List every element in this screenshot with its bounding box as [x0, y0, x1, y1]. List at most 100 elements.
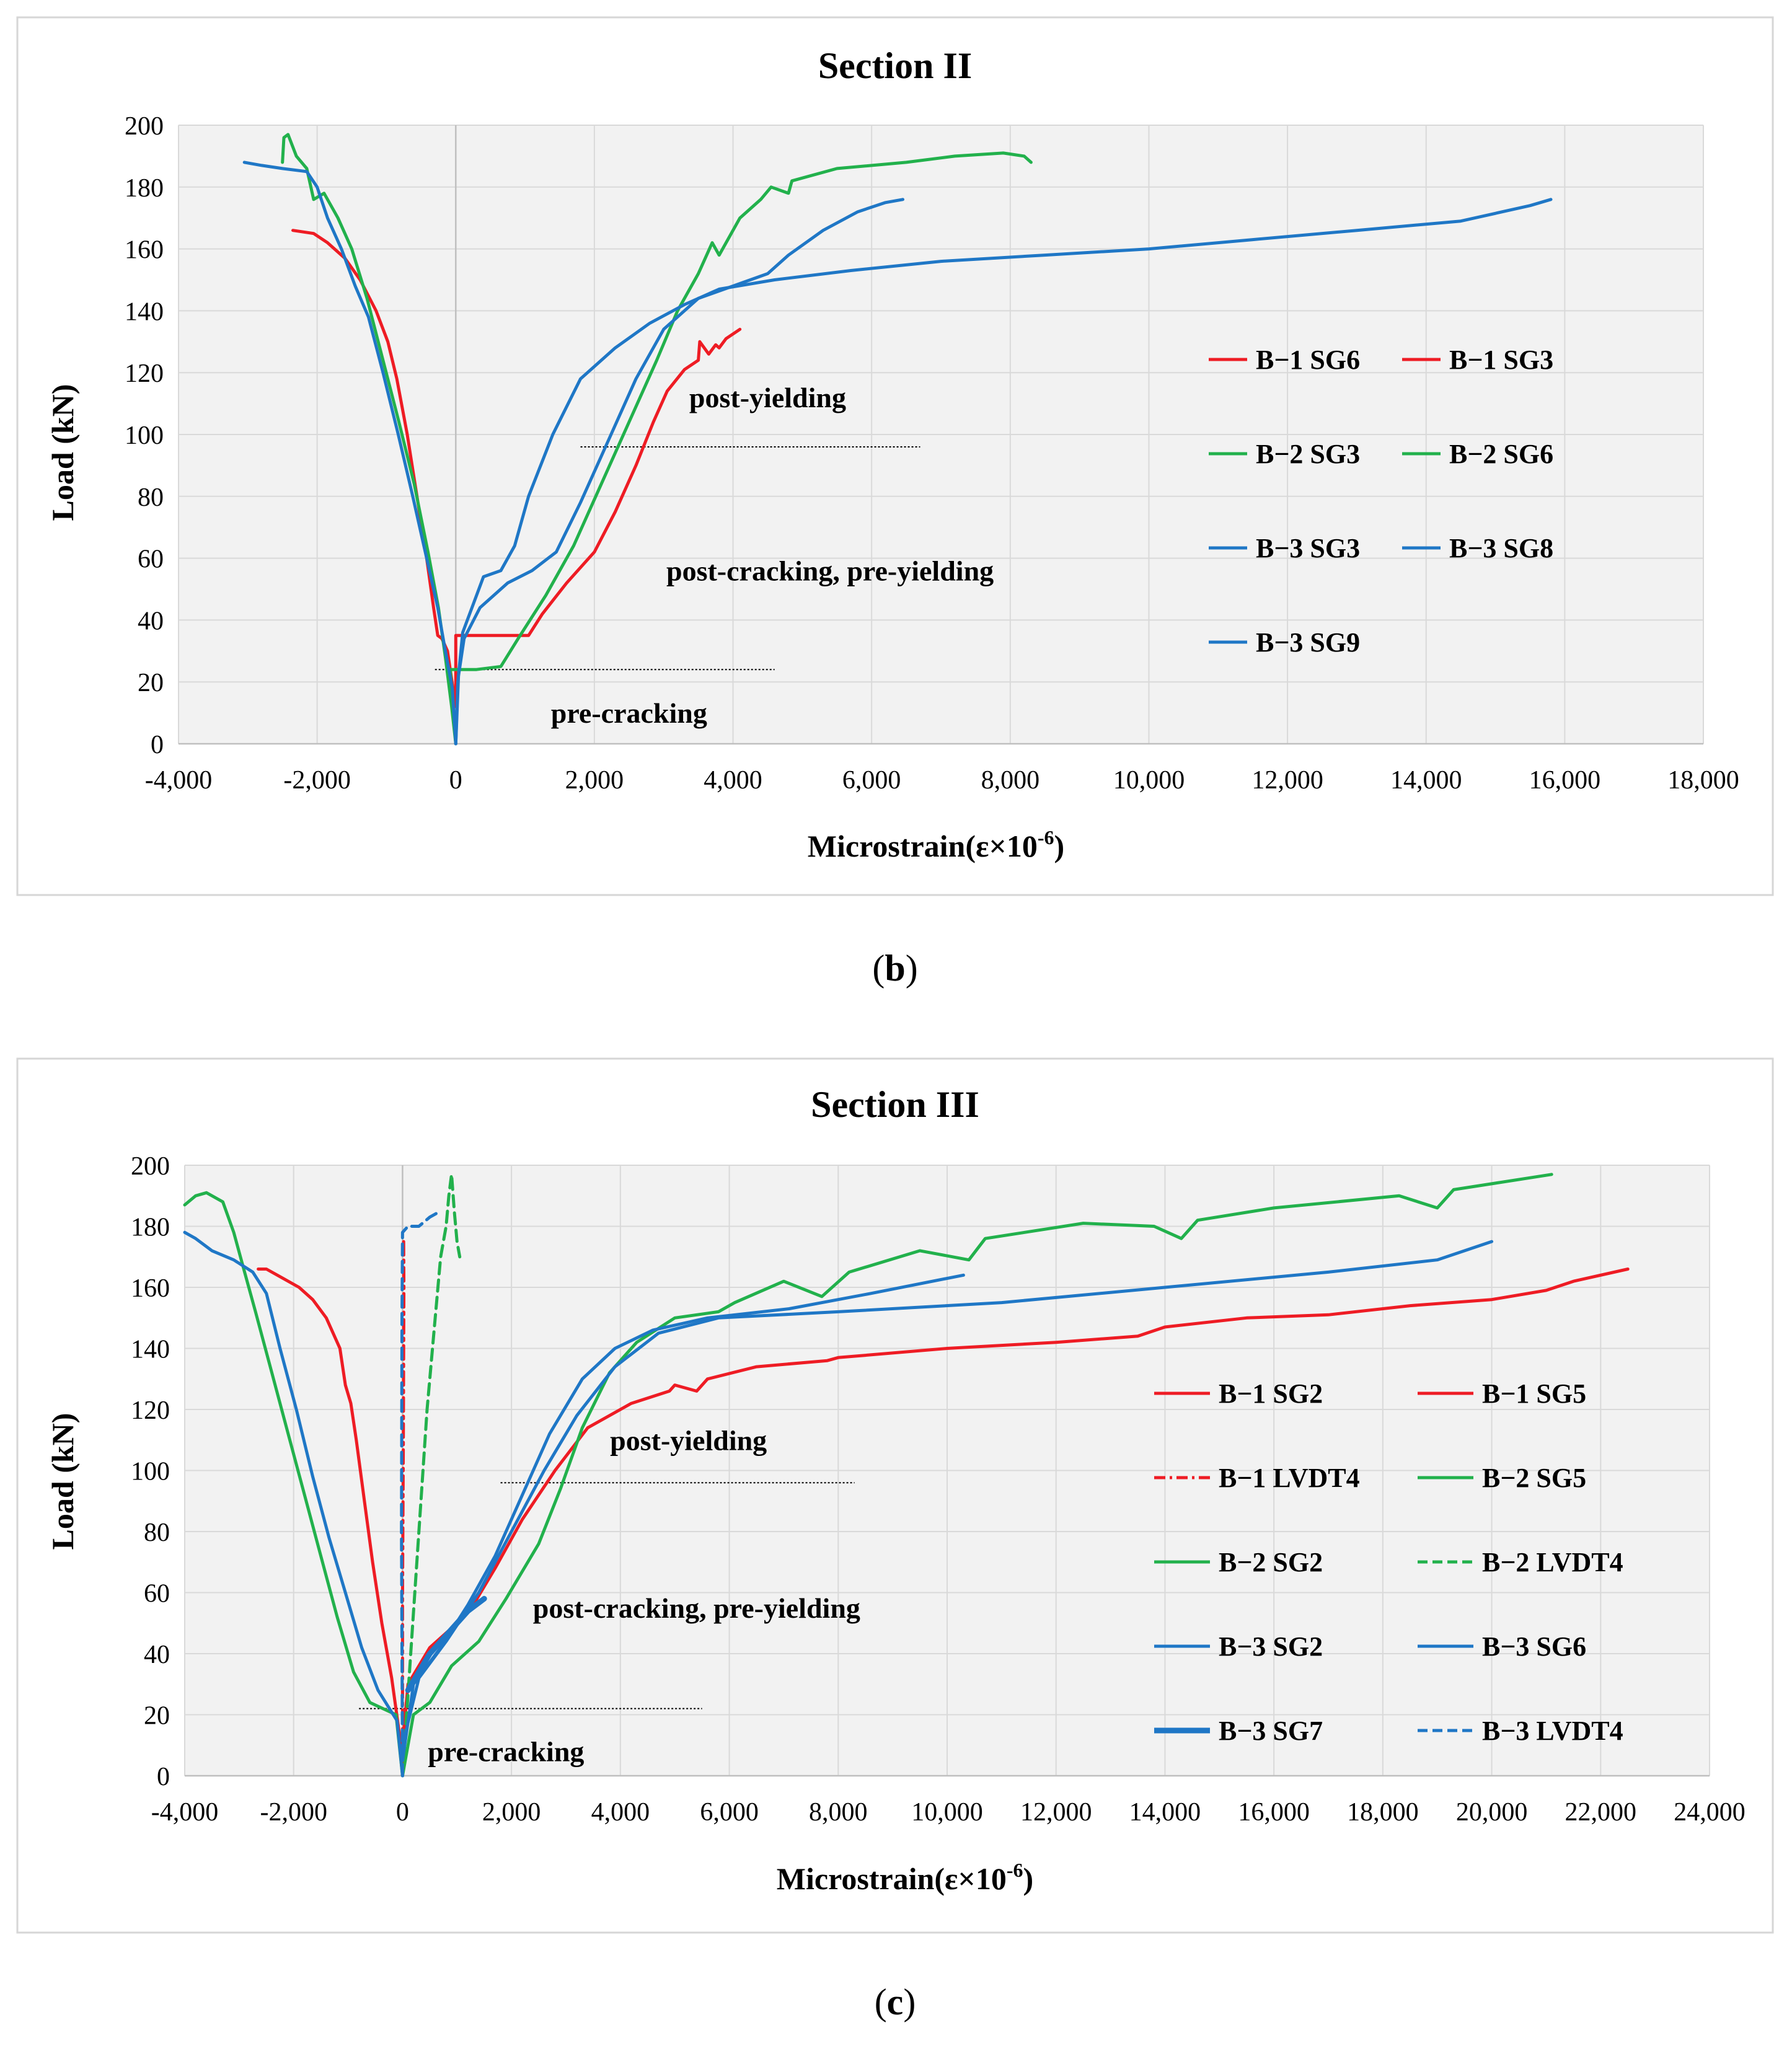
y-tick-labels: 0 20 40 60 80 100 120 140 160 180 200: [131, 1152, 170, 1791]
gridlines: [184, 1165, 1710, 1776]
series-line-b-3-sg9: [454, 198, 1553, 746]
data-series: [242, 133, 1553, 746]
y-tick-label: 120: [131, 1396, 170, 1425]
y-tick-label: 120: [125, 359, 164, 388]
region-label-post-yielding: post-yielding: [610, 1424, 767, 1456]
legend-label-b-2-sg3: B−2 SG3: [1256, 439, 1360, 469]
x-tick-label: 14,000: [1390, 766, 1462, 795]
y-tick-label: 140: [131, 1336, 170, 1364]
series-line-b-1-sg3: [454, 327, 742, 705]
region-boundaries: [435, 446, 920, 671]
y-tick-label: 160: [131, 1274, 170, 1303]
x-tick-label: -4,000: [145, 766, 213, 795]
y-tick-label: 40: [144, 1641, 170, 1669]
y-tick-label: 140: [125, 298, 164, 326]
legend-label-b-1-sg5: B−1 SG5: [1482, 1378, 1586, 1409]
x-tick-label: -4,000: [151, 1798, 219, 1827]
x-tick-label: 16,000: [1529, 766, 1601, 795]
legend-label-b-2-sg5: B−2 SG5: [1482, 1463, 1586, 1493]
x-axis-label-end: ): [1054, 829, 1065, 863]
legend-label-b-1-lvdt4: B−1 LVDT4: [1219, 1463, 1360, 1493]
series-line-b-3-lvdt4: [400, 1209, 443, 1778]
x-axis-label: Microstrain(ε×10-6): [808, 826, 1064, 863]
series-line-b-2-sg2: [400, 1173, 1553, 1778]
series-line-b-2-sg6: [448, 151, 1033, 746]
region-labels: post-yielding post-cracking, pre-yielding…: [428, 1424, 860, 1767]
y-tick-label: 80: [144, 1519, 170, 1547]
y-tick-label: 180: [125, 174, 164, 203]
y-tick-label: 200: [125, 112, 164, 141]
series-line-b-2-lvdt4: [400, 1173, 462, 1778]
x-tick-label: -2,000: [283, 766, 351, 795]
panel-letter: c: [887, 1982, 904, 2022]
y-tick-label: 20: [144, 1702, 170, 1731]
y-tick-labels: 0 20 40 60 80 100 120 140 160 180 200: [125, 112, 164, 759]
y-tick-label: 200: [131, 1152, 170, 1181]
y-tick-label: 60: [138, 545, 164, 574]
x-tick-label: 8,000: [809, 1798, 868, 1827]
x-tick-label: 12,000: [1020, 1798, 1092, 1827]
series-line-b-3-sg1: [400, 1240, 1494, 1747]
x-tick-label: 4,000: [704, 766, 762, 795]
region-label-pre-cracking: pre-cracking: [428, 1736, 584, 1768]
region-label-post-yielding: post-yielding: [689, 382, 846, 413]
series-line-b-1-lvdt4: [400, 1240, 406, 1778]
x-axis-label: Microstrain(ε×10-6): [777, 1859, 1033, 1896]
legend: B−1 SG2 B−1 SG5 B−1 LVDT4 B−2 SG5 B−2 SG2 B−2…: [1154, 1378, 1623, 1746]
x-tick-label: 10,000: [1113, 766, 1185, 795]
y-tick-label: 180: [131, 1214, 170, 1242]
series-line-b-2-sg5: [183, 1191, 404, 1778]
x-tick-label: 24,000: [1674, 1798, 1746, 1827]
region-label-post-cracking-pre-yielding: post-cracking, pre-yielding: [666, 555, 994, 587]
y-tick-label: 0: [157, 1763, 170, 1791]
x-tick-label: -2,000: [260, 1798, 327, 1827]
y-tick-label: 100: [125, 421, 164, 450]
legend-label-b-1-sg3: B−1 SG3: [1449, 345, 1553, 375]
panel-label: (c): [875, 1982, 916, 2022]
legend-label-b-2-lvdt4: B−2 LVDT4: [1482, 1547, 1623, 1577]
gridlines: [178, 125, 1704, 744]
series-line-b-1-sg5: [400, 1268, 1630, 1747]
x-tick-label: 0: [396, 1798, 409, 1827]
x-tick-label: 18,000: [1667, 766, 1739, 795]
y-tick-label: 20: [138, 669, 164, 697]
y-tick-label: 160: [125, 236, 164, 265]
series-line-b-3-sg2: [183, 1230, 404, 1778]
y-tick-label: 0: [151, 731, 164, 759]
x-tick-label: 6,000: [700, 1798, 759, 1827]
y-tick-label: 40: [138, 607, 164, 635]
x-tick-label: 2,000: [482, 1798, 541, 1827]
panel-letter: b: [885, 948, 905, 989]
legend-label-b-3-lvdt4: B−3 LVDT4: [1482, 1716, 1623, 1746]
region-boundaries: [359, 1482, 855, 1709]
x-tick-label: 14,000: [1129, 1798, 1201, 1827]
x-tick-labels: -4,000 -2,000 0 2,000 4,000 6,000 8,000 10,000 1…: [151, 1798, 1746, 1827]
y-tick-label: 80: [138, 483, 164, 512]
chart-section-ii: post-yielding post-cracking, pre-yielding…: [16, 16, 1774, 989]
legend-label-b-1-sg6: B−1 SG6: [1256, 345, 1360, 375]
x-tick-label: 12,000: [1251, 766, 1323, 795]
region-label-pre-cracking: pre-cracking: [551, 697, 707, 729]
series-line-b-3-sg8: [454, 198, 904, 746]
y-tick-label: 60: [144, 1580, 170, 1608]
x-tick-label: 2,000: [565, 766, 624, 795]
x-tick-label: 6,000: [842, 766, 901, 795]
series-line-b-1-sg2: [257, 1268, 404, 1778]
legend-label-b-1-sg2: B−1 SG2: [1219, 1378, 1323, 1409]
x-tick-label: 22,000: [1565, 1798, 1637, 1827]
legend-label-b-3-sg6: B−3 SG6: [1482, 1631, 1586, 1662]
x-tick-label: 10,000: [911, 1798, 983, 1827]
region-label-post-cracking-pre-yielding: post-cracking, pre-yielding: [533, 1592, 860, 1624]
legend-label-b-3-sg7: B−3 SG7: [1219, 1716, 1323, 1746]
x-tick-label: 0: [449, 766, 462, 795]
legend-label-b-2-sg6: B−2 SG6: [1449, 439, 1553, 469]
y-tick-label: 100: [131, 1458, 170, 1486]
x-tick-labels: -4,000 -2,000 0 2,000 4,000 6,000 8,000 10,000 1…: [145, 766, 1739, 795]
x-tick-label: 16,000: [1238, 1798, 1310, 1827]
legend-label-b-3-sg8: B−3 SG8: [1449, 533, 1553, 563]
x-axis-label-main: Microstrain(ε×10: [777, 1861, 1007, 1896]
series-line-b-3-sg7: [405, 1595, 487, 1693]
legend-label-b-2-sg2: B−2 SG2: [1219, 1547, 1323, 1577]
chart-section-iii: post-yielding post-cracking, pre-yielding…: [16, 1057, 1774, 2022]
